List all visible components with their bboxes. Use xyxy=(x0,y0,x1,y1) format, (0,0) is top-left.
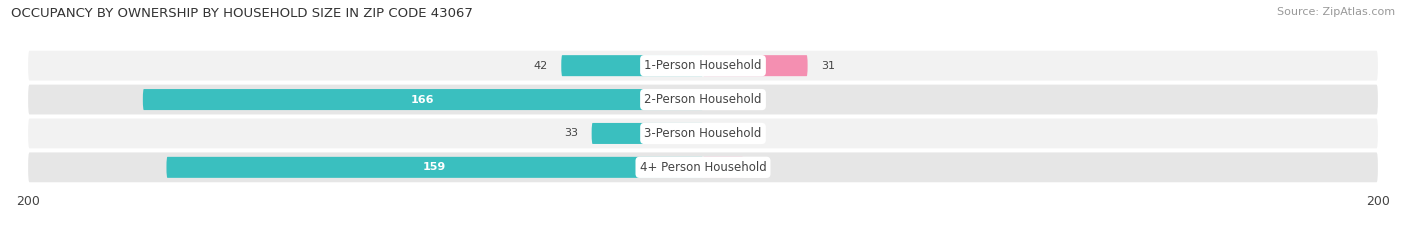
Text: 2-Person Household: 2-Person Household xyxy=(644,93,762,106)
Text: 31: 31 xyxy=(821,61,835,71)
Text: 4+ Person Household: 4+ Person Household xyxy=(640,161,766,174)
Text: 166: 166 xyxy=(411,95,434,105)
Text: 42: 42 xyxy=(533,61,548,71)
FancyBboxPatch shape xyxy=(28,152,1378,182)
Text: 12: 12 xyxy=(756,162,770,172)
Text: 3-Person Household: 3-Person Household xyxy=(644,127,762,140)
FancyBboxPatch shape xyxy=(28,85,1378,114)
Text: 33: 33 xyxy=(564,128,578,138)
FancyBboxPatch shape xyxy=(592,123,703,144)
FancyBboxPatch shape xyxy=(28,119,1378,148)
Text: 0: 0 xyxy=(717,95,724,105)
Text: 0: 0 xyxy=(717,128,724,138)
Text: OCCUPANCY BY OWNERSHIP BY HOUSEHOLD SIZE IN ZIP CODE 43067: OCCUPANCY BY OWNERSHIP BY HOUSEHOLD SIZE… xyxy=(11,7,474,20)
FancyBboxPatch shape xyxy=(166,157,703,178)
FancyBboxPatch shape xyxy=(703,157,744,178)
FancyBboxPatch shape xyxy=(561,55,703,76)
Text: 1-Person Household: 1-Person Household xyxy=(644,59,762,72)
FancyBboxPatch shape xyxy=(28,51,1378,81)
FancyBboxPatch shape xyxy=(703,55,807,76)
FancyBboxPatch shape xyxy=(143,89,703,110)
Text: 159: 159 xyxy=(423,162,446,172)
Text: Source: ZipAtlas.com: Source: ZipAtlas.com xyxy=(1277,7,1395,17)
